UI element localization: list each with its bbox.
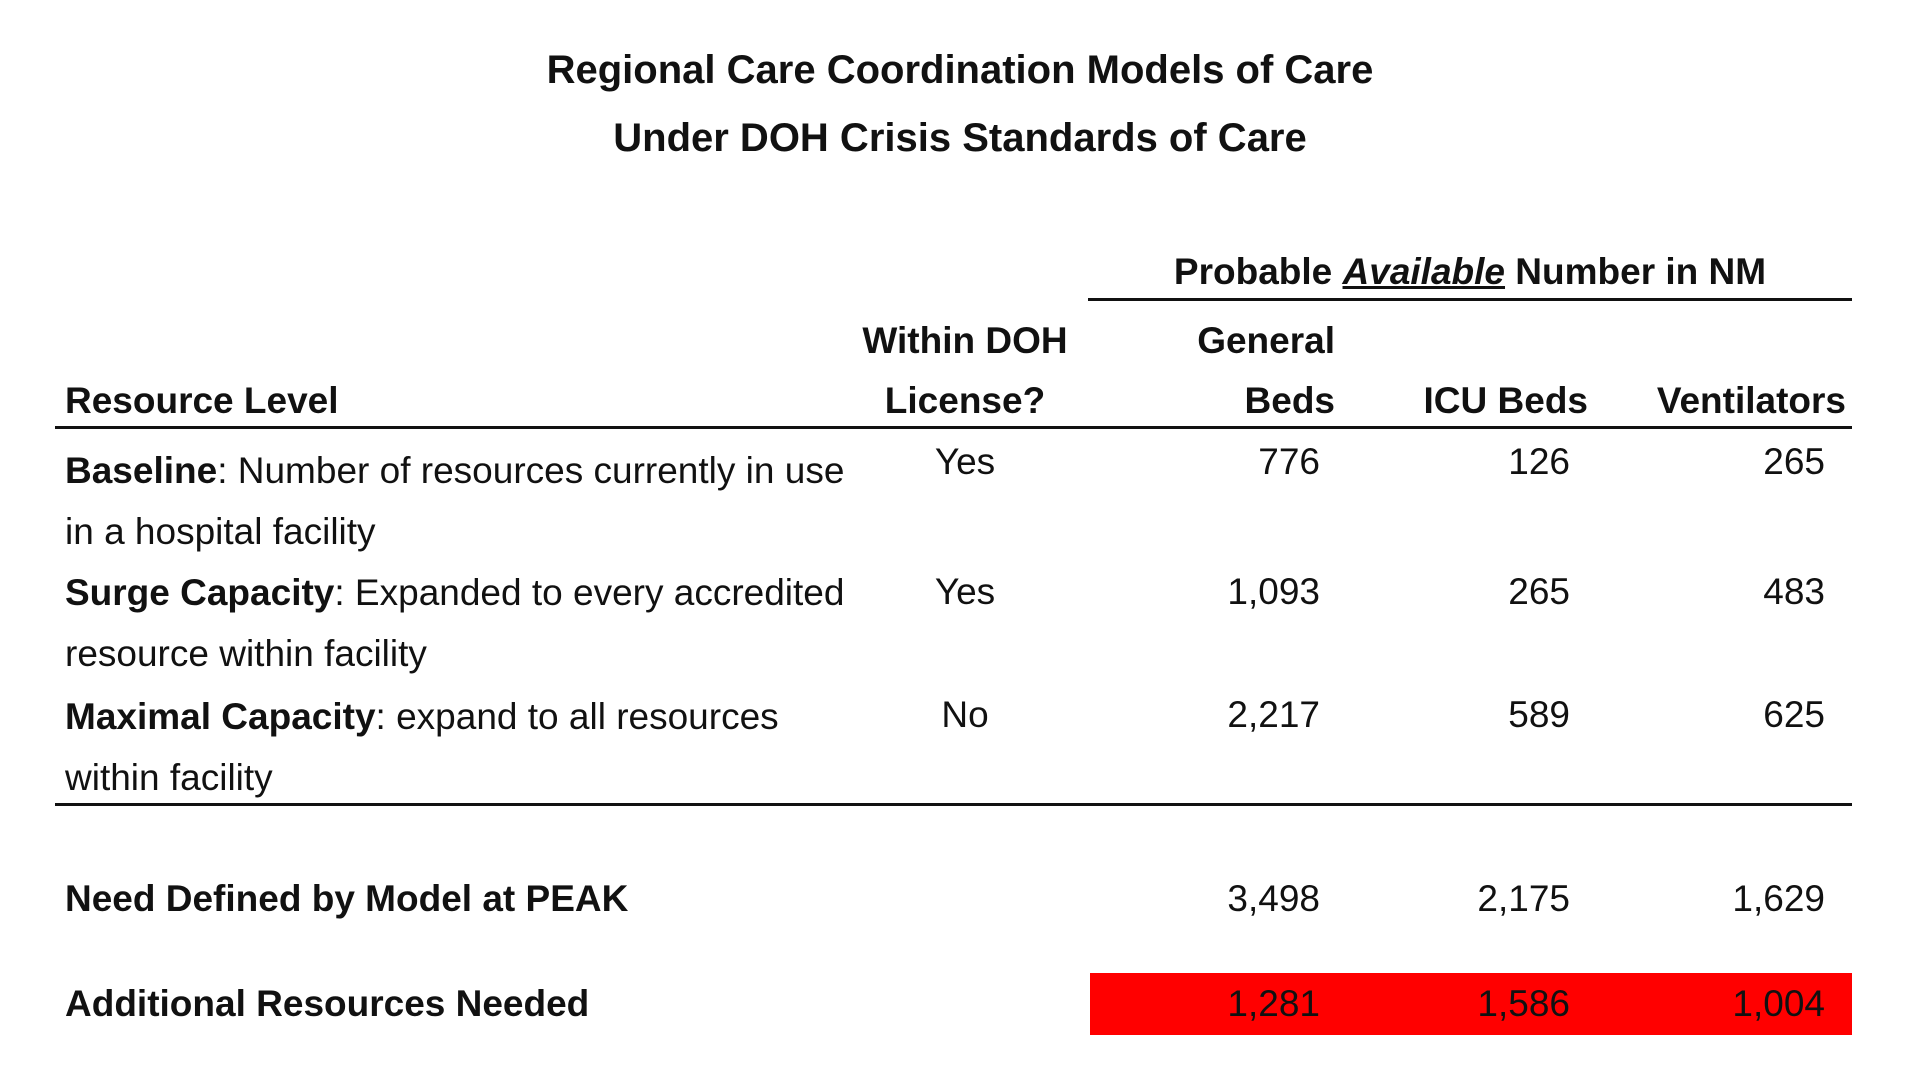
col-header-general-line2: Beds (1244, 380, 1335, 421)
col-header-license-line2: License? (884, 380, 1046, 421)
table-cell-license: Yes (934, 441, 996, 482)
table-cell-icu-beds: 589 (1508, 694, 1570, 735)
table-cell-general-beds: 776 (1258, 441, 1320, 482)
table-cell-icu-beds: 126 (1508, 441, 1570, 482)
row-label: Maximal Capacity (65, 696, 376, 737)
group-header-suffix: Number in NM (1515, 251, 1767, 292)
row-description: : Number of resources currently in use i… (65, 450, 845, 552)
table-cell-icu-beds: 265 (1508, 571, 1570, 612)
peak-need-label: Need Defined by Model at PEAK (65, 878, 629, 919)
additional-needed-label: Additional Resources Needed (65, 983, 590, 1024)
available-group-header: Probable Available Number in NM (1090, 253, 1850, 290)
row-description: : expand to all resources within facilit… (65, 696, 779, 798)
page-title: Regional Care Coordination Models of Car… (546, 48, 1374, 92)
col-header-general-line1: General (1197, 320, 1335, 361)
col-header-license-line1: Within DOH (862, 320, 1068, 361)
table-cell-license: No (941, 694, 989, 735)
peak-need-ventilators: 1,629 (1732, 878, 1825, 919)
row-label: Baseline (65, 450, 218, 491)
table-row-maximal-description: Maximal Capacity: expand to all resource… (65, 686, 845, 808)
col-header-icu: ICU Beds (1423, 380, 1588, 421)
table-row-baseline-description: Baseline: Number of resources currently … (65, 440, 845, 562)
group-header-prefix: Probable (1173, 251, 1333, 292)
table-cell-general-beds: 1,093 (1227, 571, 1320, 612)
additional-needed-icu-beds: 1,586 (1477, 983, 1570, 1024)
table-cell-ventilators: 265 (1763, 441, 1825, 482)
page-subtitle: Under DOH Crisis Standards of Care (613, 116, 1307, 160)
peak-need-icu-beds: 2,175 (1477, 878, 1570, 919)
additional-needed-ventilators: 1,004 (1732, 983, 1825, 1024)
group-header-rule (1088, 298, 1852, 301)
additional-needed-general-beds: 1,281 (1227, 983, 1320, 1024)
header-bottom-rule (55, 426, 1852, 429)
row-label: Surge Capacity (65, 572, 335, 613)
row-description: : Expanded to every accredited resource … (65, 572, 845, 674)
table-cell-general-beds: 2,217 (1227, 694, 1320, 735)
table-bottom-rule (55, 803, 1852, 806)
col-header-ventilators: Ventilators (1656, 380, 1846, 421)
table-cell-ventilators: 483 (1763, 571, 1825, 612)
table-cell-license: Yes (934, 571, 996, 612)
table-cell-ventilators: 625 (1763, 694, 1825, 735)
table-row-surge-description: Surge Capacity: Expanded to every accred… (65, 562, 845, 684)
additional-needed-highlight (1090, 973, 1852, 1035)
col-header-resource-level: Resource Level (65, 380, 339, 421)
group-header-emphasis: Available (1342, 251, 1506, 292)
peak-need-general-beds: 3,498 (1227, 878, 1320, 919)
